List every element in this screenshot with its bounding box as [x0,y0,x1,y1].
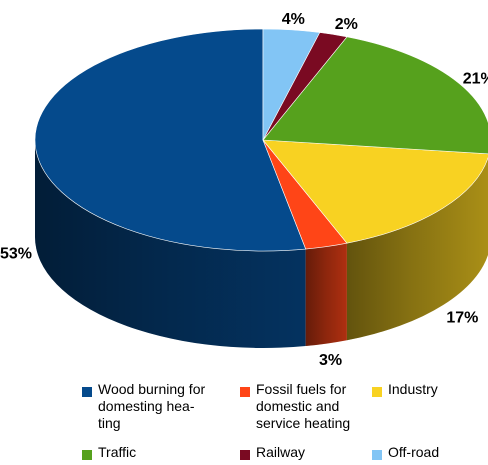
data-label-traffic: 21% [463,70,488,87]
side-industry-shading [346,157,488,341]
slice-wood-burning-for-domesting-heating [34,28,307,252]
legend-item-fossil-fuels: Fossil fuels for domestic and service he… [240,381,350,432]
legend-item-industry: Industry [372,381,438,398]
side-fossil-fuels-for-domestic-and-service-heating-shading [305,243,347,347]
legend-label-wood-burning: Wood burning for domesting hea- ting [98,381,206,431]
data-label-off-road: 4% [282,11,305,28]
data-label-railway: 2% [335,16,358,33]
data-label-fossil-fuels-for-domestic-and-service-heating: 3% [319,352,342,369]
legend-swatch-railway [240,450,250,460]
legend-label-traffic: Traffic [98,444,137,460]
legend-swatch-wood-burning [82,387,92,397]
pie-tops [34,28,488,252]
legend: Wood burning for domesting hea- ting Fos… [82,381,482,465]
legend-swatch-traffic [82,450,92,460]
legend-label-railway: Railway [256,444,306,460]
legend-swatch-fossil-fuels [240,387,250,397]
pie-sides [35,140,488,348]
legend-item-railway: Railway [240,444,305,461]
legend-label-fossil-fuels: Fossil fuels for domestic and service he… [256,381,351,431]
data-label-wood-burning-for-domesting-heating: 53% [0,246,32,263]
slice-off-road [262,28,321,141]
data-label-industry: 17% [446,309,478,326]
legend-swatch-industry [372,387,382,397]
legend-swatch-off-road [372,450,382,460]
legend-item-off-road: Off-road [372,444,439,461]
pie-labels: 53% 3% 17% 21% 2% 4% [0,11,488,369]
slice-industry [262,139,488,244]
legend-item-traffic: Traffic [82,444,136,461]
slice-traffic [262,36,488,155]
side-wood-burning-for-domesting-heating-shading [35,140,306,348]
legend-item-wood-burning: Wood burning for domesting hea- ting [82,381,205,432]
legend-label-off-road: Off-road [388,444,440,460]
legend-label-industry: Industry [388,381,438,397]
